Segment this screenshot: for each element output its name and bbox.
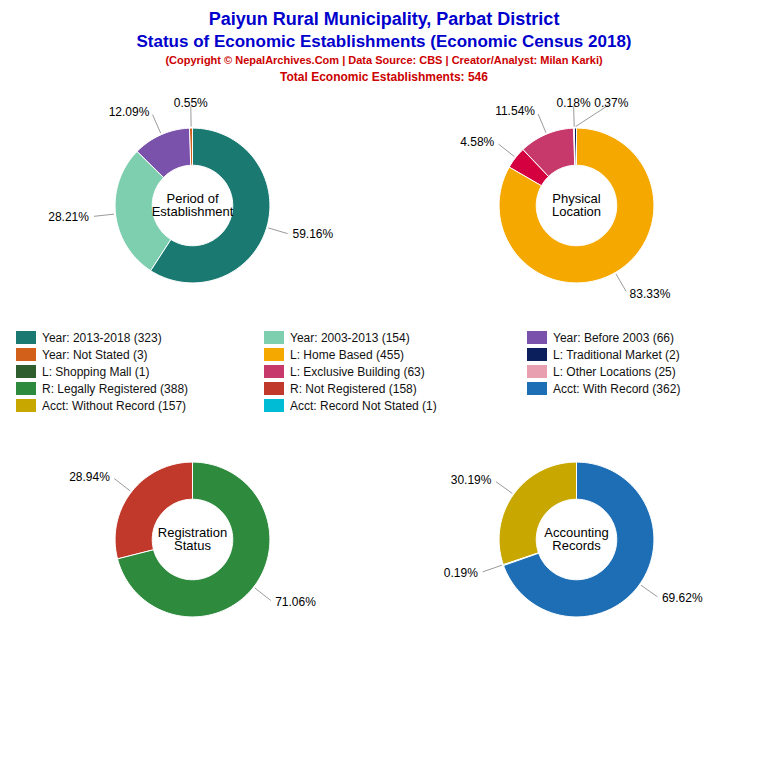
- html-text:Paiyun Rural Municipality, Par: Paiyun Rural Municipality, Parbat Distri…: [208, 9, 560, 29]
- html-text:L: Traditional Market (2): L: Traditional Market (2): [553, 347, 680, 362]
- html-text:L: Home Based (455): L: Home Based (455): [290, 347, 405, 362]
- svg-text:28.21%: 28.21%: [48, 209, 89, 223]
- html-text:Acct: With Record (362): Acct: With Record (362): [553, 381, 681, 396]
- svg-text:AccountingRecords: AccountingRecords: [544, 525, 608, 553]
- svg-text:30.19%: 30.19%: [451, 472, 492, 486]
- svg-text:12.09%: 12.09%: [109, 104, 150, 118]
- html-text:Status of Economic Establishme: Status of Economic Establishments (Econo…: [136, 31, 632, 51]
- html-text:L: Shopping Mall (1): L: Shopping Mall (1): [42, 364, 150, 379]
- svg-text:83.33%: 83.33%: [630, 286, 671, 300]
- html-text:R: Not Registered (158): R: Not Registered (158): [290, 381, 417, 396]
- html-text:Acct: Record Not Stated (1): Acct: Record Not Stated (1): [290, 398, 437, 413]
- svg-text:0.18%: 0.18%: [557, 96, 591, 110]
- svg-text:28.94%: 28.94%: [69, 469, 110, 483]
- html-text:Total Economic Establishments:: Total Economic Establishments: 546: [280, 69, 488, 84]
- svg-text:11.54%: 11.54%: [495, 104, 535, 118]
- svg-text:0.37%: 0.37%: [594, 96, 628, 110]
- html-text:R: Legally Registered (388): R: Legally Registered (388): [42, 381, 189, 396]
- svg-text:Period ofEstablishment: Period ofEstablishment: [152, 191, 234, 219]
- html-text:L: Other Locations (25): L: Other Locations (25): [553, 364, 676, 379]
- html-text:Year: Not Stated (3): Year: Not Stated (3): [42, 347, 148, 362]
- html-text:(Copyright © NepalArchives.Com: (Copyright © NepalArchives.Com | Data So…: [165, 53, 603, 66]
- svg-text:0.19%: 0.19%: [444, 565, 478, 579]
- svg-text:71.06%: 71.06%: [275, 595, 316, 609]
- html-text:Year: 2013-2018 (323): Year: 2013-2018 (323): [42, 330, 162, 345]
- svg-text:4.58%: 4.58%: [460, 135, 494, 149]
- html-text:Acct: Without Record (157): Acct: Without Record (157): [42, 398, 187, 413]
- svg-text:59.16%: 59.16%: [292, 227, 333, 241]
- svg-text:RegistrationStatus: RegistrationStatus: [158, 525, 227, 553]
- svg-text:0.55%: 0.55%: [174, 96, 208, 110]
- html-text:L: Exclusive Building (63): L: Exclusive Building (63): [290, 364, 425, 379]
- html-text:Year: 2003-2013 (154): Year: 2003-2013 (154): [290, 330, 410, 345]
- svg-text:PhysicalLocation: PhysicalLocation: [552, 191, 601, 219]
- svg-text:69.62%: 69.62%: [662, 591, 703, 605]
- html-text:Year: Before 2003 (66): Year: Before 2003 (66): [553, 330, 674, 345]
